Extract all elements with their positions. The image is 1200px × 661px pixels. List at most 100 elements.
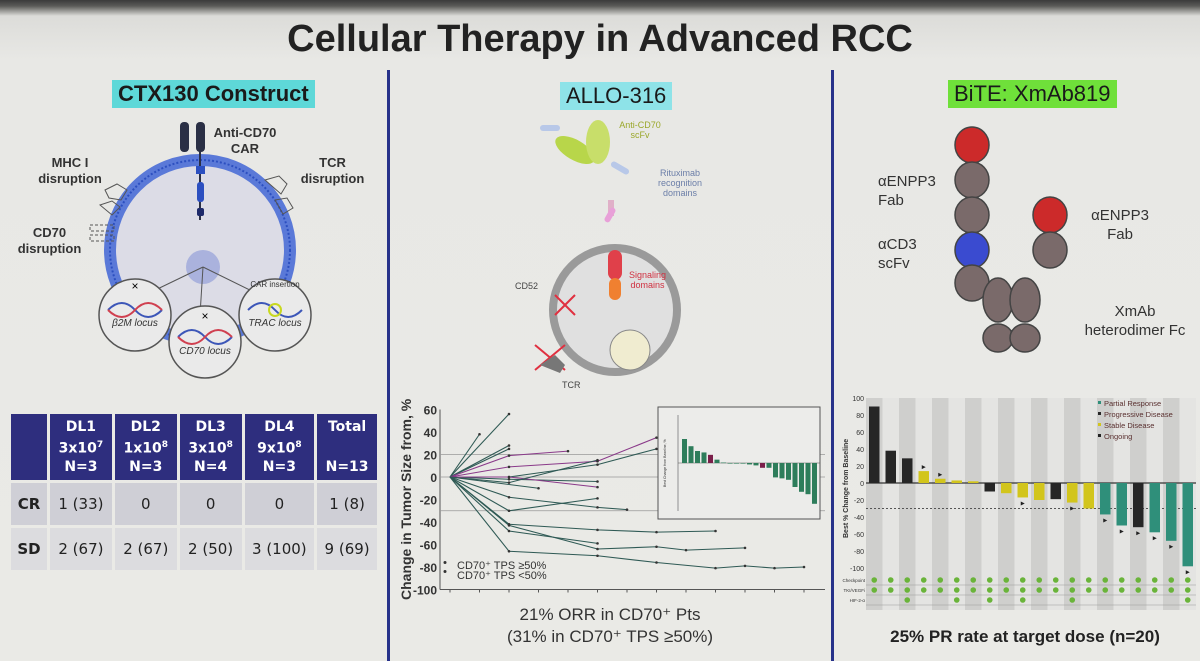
allo316-heading: ALLO-316 — [560, 82, 673, 110]
prior-therapy-dot — [986, 577, 993, 583]
inset-bar — [682, 439, 687, 463]
y-tick-label: 20 — [856, 464, 864, 471]
data-point — [655, 436, 658, 439]
prior-therapy-dot — [953, 577, 960, 583]
data-point — [684, 548, 688, 552]
data-point — [507, 481, 511, 484]
waterfall-bar — [1182, 483, 1193, 567]
data-point — [655, 561, 658, 564]
table-cell: 0 — [244, 482, 315, 525]
mhc-disruption-label: MHC I disruption — [38, 155, 102, 186]
waterfall-bar — [869, 406, 880, 483]
prior-therapy-dot — [1118, 577, 1125, 583]
prior-therapy-dot — [1118, 587, 1125, 593]
ongoing-marker — [1169, 544, 1174, 549]
inset-bar — [805, 463, 811, 495]
data-point — [596, 547, 599, 551]
prior-therapy-dot — [904, 577, 911, 583]
data-point — [566, 449, 570, 453]
waterfall-bar — [1149, 483, 1160, 533]
inset-bar — [727, 463, 733, 464]
prior-therapy-dot — [1003, 577, 1010, 583]
waterfall-bar — [1083, 483, 1094, 509]
ongoing-marker — [1185, 570, 1190, 575]
waterfall-bar — [1166, 483, 1177, 541]
waterfall-bar — [885, 450, 896, 483]
waterfall-bar — [1050, 483, 1061, 500]
enpp3-fab-label-right: αENPP3 Fab — [1091, 207, 1149, 243]
column-band — [1031, 398, 1048, 610]
legend-entry: CD70⁺ TPS ≥50% — [457, 560, 547, 572]
y-tick-label: 60 — [856, 430, 864, 437]
dose-level-table: DL1 3x107 N=3 DL2 1x108 N=3 DL3 3x108 N=4 DL4 9x10… — [8, 411, 380, 573]
n-count: N=3 — [129, 458, 163, 475]
prior-therapy-dot — [1019, 577, 1026, 583]
legend-entry: Ongoing — [1104, 432, 1132, 441]
allo316-diagram — [534, 120, 681, 376]
data-point — [596, 458, 599, 462]
dose-level: DL2 — [130, 419, 161, 435]
series-line — [449, 476, 628, 511]
prior-therapy-dot — [1184, 577, 1191, 583]
data-point — [596, 554, 599, 558]
prior-therapy-dot — [1151, 577, 1158, 583]
data-point — [507, 549, 511, 553]
data-point — [596, 542, 599, 545]
cd52-label: CD52 — [515, 281, 539, 291]
inset-bar — [812, 463, 817, 504]
prior-therapy-dot — [986, 597, 993, 603]
anti-cd70-car-label: Anti-CD70 CAR — [213, 125, 277, 156]
legend-entry: Stable Disease — [1104, 421, 1154, 430]
legend-marker — [443, 561, 447, 564]
waterfall-bar — [1067, 483, 1078, 503]
data-point — [537, 486, 540, 490]
data-point — [478, 432, 481, 436]
prior-therapy-dot — [920, 577, 927, 583]
prior-therapy-dot — [871, 577, 878, 583]
table-cell: 2 (50) — [179, 527, 242, 570]
legend-marker — [443, 570, 447, 573]
inset-bar — [792, 463, 798, 487]
inset-bar — [688, 446, 694, 463]
series-line — [449, 448, 510, 478]
xmab819-waterfall-plot: Best % Change from Baseline 100 80 60 40 20 0 -… — [842, 396, 1196, 610]
inset-bar — [766, 463, 772, 468]
table-cell: 0 — [179, 482, 242, 525]
prior-therapy-dot — [904, 587, 911, 593]
svg-text:×: × — [131, 279, 138, 293]
prior-therapy-dot — [1168, 577, 1175, 583]
waterfall-bar — [902, 458, 913, 483]
y-tick-label: 80 — [856, 413, 864, 420]
y-tick-label: -40 — [420, 516, 438, 530]
cd3-scfv-label: αCD3 scFv — [878, 236, 917, 272]
table-cell: 2 (67) — [114, 527, 177, 570]
bite-heading: BiTE: XmAb819 — [948, 80, 1117, 108]
data-point — [507, 529, 511, 533]
data-point — [507, 465, 511, 469]
column-band — [1064, 398, 1081, 610]
waterfall-bar — [968, 481, 979, 483]
inset-bar — [773, 463, 778, 478]
prior-therapy-dot — [1069, 587, 1076, 593]
prior-therapy-dot — [1069, 597, 1076, 603]
prior-therapy-dot — [1151, 587, 1158, 593]
column-band — [932, 398, 949, 610]
dose-exponent: 8 — [295, 440, 302, 450]
prior-therapy-dot — [1069, 577, 1076, 583]
inset-bar — [708, 454, 713, 463]
ongoing-marker — [921, 465, 926, 470]
dose-level: Total — [327, 419, 367, 435]
column-band — [899, 398, 916, 610]
prior-therapy-label: Checkpoint — [842, 578, 865, 583]
enpp3-fab-label-left: αENPP3 Fab — [878, 173, 936, 209]
inset-bar — [740, 463, 746, 464]
column-band — [965, 398, 982, 610]
inset-bar — [779, 463, 785, 479]
series-line — [449, 433, 480, 478]
inset-bar — [786, 463, 791, 480]
data-point — [802, 565, 806, 569]
prior-therapy-dot — [970, 577, 977, 583]
inset-bar — [799, 463, 804, 492]
series-line — [449, 413, 510, 478]
column-header: DL1 3x107 N=3 — [50, 414, 112, 480]
